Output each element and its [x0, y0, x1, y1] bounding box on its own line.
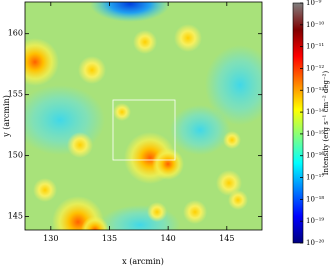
colorbar-tick-label: 10⁻¹² — [306, 64, 324, 72]
colorbar-tick-label: 10⁻¹⁹ — [306, 217, 324, 225]
y-tick-label: 155 — [8, 90, 23, 99]
colorbar-tick-label: 10⁻¹⁶ — [306, 152, 324, 160]
colorbar-label: Intensity (erg s⁻¹ cm⁻² deg⁻²) — [322, 71, 330, 176]
colorbar-tick-label: 10⁻¹³ — [306, 86, 324, 94]
x-axis-label: x (arcmin) — [122, 257, 164, 266]
x-tick-label: 145 — [219, 234, 234, 243]
plot-frame — [24, 1, 263, 231]
colorbar-tick-label: 10⁻¹¹ — [306, 43, 324, 51]
colorbar-tick-label: 10⁻⁹ — [306, 0, 322, 7]
colorbar-tick-label: 10⁻¹⁴ — [306, 108, 324, 116]
x-tick-label: 130 — [43, 234, 58, 243]
x-tick-label: 140 — [160, 234, 175, 243]
y-tick-label: 145 — [8, 212, 23, 221]
y-axis-label: y (arcmin) — [2, 95, 11, 138]
colorbar-tick-label: 10⁻¹⁷ — [306, 174, 324, 182]
colorbar-tick-label: 10⁻¹⁰ — [306, 21, 324, 29]
x-tick-label: 135 — [102, 234, 117, 243]
colorbar-tick-label: 10⁻¹⁸ — [306, 195, 324, 203]
colorbar-tick-label: 10⁻²⁰ — [306, 239, 324, 247]
y-tick-label: 160 — [8, 29, 23, 38]
heatmap-image — [25, 2, 262, 230]
colorbar — [292, 2, 304, 244]
y-tick-label: 150 — [8, 151, 23, 160]
colorbar-tick-label: 10⁻¹⁵ — [306, 130, 324, 138]
